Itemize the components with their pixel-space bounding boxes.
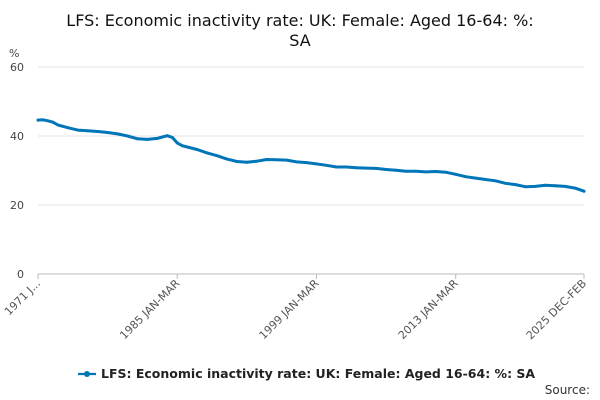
y-axis-ticks: 0 20 40 60 [10,61,24,281]
data-point[interactable] [424,170,428,174]
data-point[interactable] [175,141,179,145]
data-point[interactable] [51,120,55,124]
data-point[interactable] [384,168,388,171]
legend-label: LFS: Economic inactivity rate: UK: Femal… [101,366,535,381]
data-point[interactable] [364,166,368,170]
data-point[interactable] [573,186,577,190]
data-point[interactable] [582,189,586,193]
data-point[interactable] [325,163,328,167]
x-tick-label: 2025 DEC-FEB [524,277,589,342]
data-point[interactable] [285,158,288,162]
data-point[interactable] [335,165,338,169]
data-point[interactable] [543,183,547,187]
data-point[interactable] [484,178,487,181]
legend-swatch-marker [84,371,90,377]
data-point[interactable] [245,160,249,164]
data-point[interactable] [86,129,90,133]
data-point[interactable] [225,157,229,161]
data-point[interactable] [160,135,164,139]
data-point[interactable] [41,118,45,122]
data-point[interactable] [215,154,219,158]
gridlines [38,66,584,275]
data-point[interactable] [66,126,70,130]
data-point[interactable] [46,119,50,123]
data-point[interactable] [563,185,567,188]
data-point[interactable] [464,175,468,179]
data-point[interactable] [533,185,537,188]
data-point[interactable] [444,170,448,174]
data-point[interactable] [514,183,517,187]
legend[interactable]: LFS: Economic inactivity rate: UK: Femal… [78,366,535,381]
data-point[interactable] [504,181,507,185]
y-tick-label: 60 [10,61,24,74]
data-point[interactable] [146,138,149,141]
data-point[interactable] [494,179,497,183]
data-point[interactable] [116,132,119,136]
data-point[interactable] [394,168,398,172]
data-point[interactable] [195,148,199,151]
chart-title: LFS: Economic inactivity rate: UK: Femal… [66,11,533,30]
source-label: Source: [545,383,590,397]
data-point[interactable] [76,128,80,132]
data-point[interactable] [454,172,458,176]
data-point[interactable] [474,176,477,180]
data-point[interactable] [553,184,557,188]
data-point[interactable] [235,160,239,163]
data-point[interactable] [275,158,279,162]
data-point[interactable] [170,136,174,139]
series-layer [36,118,586,193]
y-axis-unit-label: % [9,47,19,60]
data-point[interactable] [136,137,139,141]
data-point[interactable] [434,170,438,173]
data-point[interactable] [265,158,269,161]
data-point[interactable] [126,134,129,138]
data-point[interactable] [305,161,308,165]
data-point[interactable] [180,144,184,148]
data-point[interactable] [354,166,358,170]
data-point[interactable] [185,145,189,149]
x-tick-label: 1971 J... [2,277,43,318]
data-point[interactable] [295,160,298,164]
y-tick-label: 0 [17,268,24,281]
data-point[interactable] [315,162,318,166]
x-axis-ticks: 1971 J... 1985 JAN-MAR 1999 JAN-MAR 2013 JA… [2,274,589,342]
data-point[interactable] [523,185,527,189]
data-point[interactable] [374,167,378,170]
data-point[interactable] [106,131,109,134]
data-point[interactable] [205,151,209,155]
data-point[interactable] [96,130,100,133]
data-point[interactable] [155,137,159,140]
data-point[interactable] [404,169,408,173]
data-point[interactable] [255,159,259,163]
x-tick-label: 1985 JAN-MAR [117,277,182,342]
data-point[interactable] [36,118,40,122]
data-point[interactable] [56,123,60,127]
data-point[interactable] [414,169,418,173]
y-tick-label: 40 [10,130,24,143]
series-line[interactable] [36,118,586,193]
y-tick-label: 20 [10,199,24,212]
chart-title-continuation: SA [289,31,310,50]
x-tick-label: 2013 JAN-MAR [396,277,461,342]
data-point[interactable] [165,134,169,138]
data-point[interactable] [344,165,348,169]
x-tick-label: 1999 JAN-MAR [257,277,322,342]
